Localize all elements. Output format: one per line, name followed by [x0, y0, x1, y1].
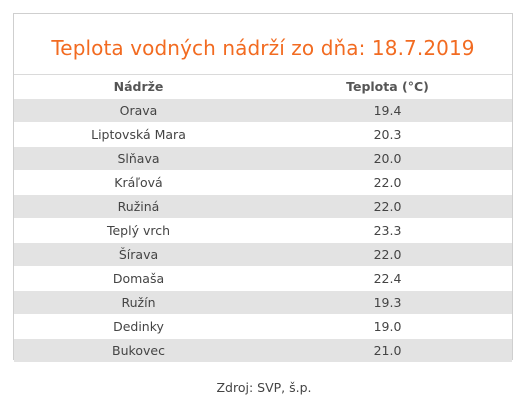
reservoir-name: Orava — [119, 103, 158, 118]
table-row: Bukovec 21.0 — [14, 338, 512, 362]
reservoir-name: Dedinky — [113, 319, 164, 334]
reservoir-temperature: 21.0 — [373, 343, 402, 358]
column-header-temperature: Teplota (°C) — [346, 79, 429, 94]
reservoir-temperature: 20.0 — [373, 151, 402, 166]
reservoir-temperature: 20.3 — [373, 127, 402, 142]
table-row: Šírava 22.0 — [14, 242, 512, 266]
reservoir-temperature: 22.0 — [373, 247, 402, 262]
source-note: Zdroj: SVP, š.p. — [216, 380, 312, 395]
table-row: Teplý vrch 23.3 — [14, 218, 512, 242]
table-row: Dedinky 19.0 — [14, 314, 512, 338]
reservoir-temperature: 22.4 — [373, 271, 402, 286]
table-row: Ružiná 22.0 — [14, 194, 512, 218]
reservoir-name: Ružín — [121, 295, 156, 310]
reservoir-name: Liptovská Mara — [91, 127, 186, 142]
table-row: Kráľová 22.0 — [14, 170, 512, 194]
temperature-card: Teplota vodných nádrží zo dňa: 18.7.2019… — [13, 13, 513, 362]
table-row: Orava 19.4 — [14, 98, 512, 122]
table-row: Liptovská Mara 20.3 — [14, 122, 512, 146]
table-row: Ružín 19.3 — [14, 290, 512, 314]
reservoir-temperature: 19.4 — [373, 103, 402, 118]
table-header: Nádrže Teplota (°C) — [14, 74, 512, 98]
reservoir-name: Bukovec — [112, 343, 165, 358]
reservoir-name: Kráľová — [114, 175, 163, 190]
reservoir-temperature: 23.3 — [373, 223, 402, 238]
reservoir-temperature: 19.3 — [373, 295, 402, 310]
reservoir-temperature: 22.0 — [373, 175, 402, 190]
table-body: Orava 19.4 Liptovská Mara 20.3 Slňava 20… — [14, 98, 512, 362]
column-header-reservoir: Nádrže — [113, 79, 164, 94]
reservoir-name: Teplý vrch — [106, 223, 171, 238]
reservoir-name: Slňava — [117, 151, 160, 166]
page-title: Teplota vodných nádrží zo dňa: 18.7.2019 — [51, 36, 475, 60]
table-row: Domaša 22.4 — [14, 266, 512, 290]
reservoir-name: Domaša — [112, 271, 165, 286]
reservoir-name: Šírava — [118, 247, 159, 262]
reservoir-name: Ružiná — [117, 199, 160, 214]
table-row: Slňava 20.0 — [14, 146, 512, 170]
reservoir-temperature: 19.0 — [373, 319, 402, 334]
reservoir-temperature: 22.0 — [373, 199, 402, 214]
